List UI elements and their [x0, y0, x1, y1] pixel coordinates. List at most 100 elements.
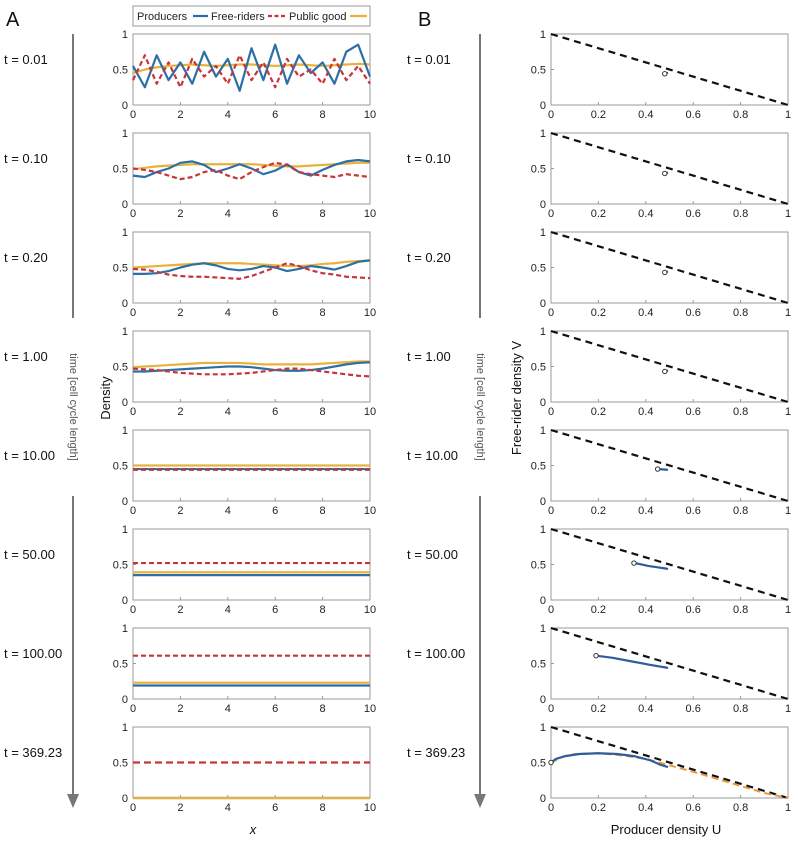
panel-a-snapshot-6-time-label: t = 50.00	[4, 547, 55, 562]
panel-a-snapshot-1-xtick-label: 0	[130, 109, 136, 121]
panel-a-snapshot-5-xtick-label: 6	[272, 505, 278, 517]
time-axis-right: time [cell cycle length]	[471, 34, 489, 808]
panel-a-snapshot-3-time-label: t = 0.20	[4, 250, 48, 265]
panel-a-snapshot-1-series-producers	[132, 43, 372, 92]
panel-b-xlabel: Producer density U	[611, 822, 722, 837]
panel-b-snapshot-6-trajectory-endpoint	[631, 560, 637, 566]
panel-b-snapshot-8-ytick-label: 0	[540, 793, 546, 805]
panel-b-snapshot-8-xtick-label: 1	[785, 802, 791, 814]
panel-a-snapshot-4-ytick-label: 0	[122, 397, 128, 409]
panel-a-snapshot-1: t = 0.01 0 2 4 6 8 10 0 0.5 1	[4, 29, 376, 121]
panel-b-snapshot-8-xtick-label: 0.8	[733, 802, 748, 814]
panel-b-phase-plane: t = 0.010 0.2 0.4 0.6 0.8 100.51t = 0.100 0.2 0…	[407, 29, 791, 814]
panel-a-snapshot-2-time-label: t = 0.10	[4, 151, 48, 166]
panel-b-snapshot-3-xtick-label: 1	[785, 307, 791, 319]
panel-a-snapshot-6-xtick-label: 4	[225, 604, 231, 616]
panel-b-snapshot-2-xtick-label: 0	[548, 208, 554, 220]
panel-a-snapshot-5-xtick-label: 8	[320, 505, 326, 517]
panel-b-snapshot-5-trajectory-endpoint	[654, 466, 661, 472]
legend-label-free-riders: Free-riders	[211, 11, 265, 23]
panel-b-snapshot-2-xtick-label: 1	[785, 208, 791, 220]
panel-a-snapshot-4-series-producers	[133, 361, 371, 373]
panel-b-snapshot-1-xtick-label: 0.6	[686, 109, 701, 121]
panel-a-snapshot-3-series-public-good	[132, 259, 371, 269]
panel-b-snapshot-8-trajectory-endpoint	[548, 759, 554, 766]
panel-b-snapshot-3-xtick-label: 0.8	[733, 307, 748, 319]
time-axis-label-bg-a	[64, 318, 82, 496]
panel-a-snapshot-6-ytick-label: 0.5	[113, 560, 128, 572]
panel-b-snapshot-2-trajectory-endpoint	[662, 170, 668, 177]
panel-a-snapshot-2-ytick-label: 0	[122, 199, 128, 211]
panel-a-snapshot-6-xtick-label: 10	[364, 604, 376, 616]
panel-b-snapshot-5-xtick-label: 0.6	[686, 505, 701, 517]
panel-b-snapshot-3-boundary-line	[550, 230, 789, 305]
panel-a-snapshot-3-xtick-label: 10	[364, 307, 376, 319]
panel-b-snapshot-3-ytick-label: 1	[540, 227, 546, 239]
panel-b-snapshot-7: t = 100.00 0 0.2 0.4 0.6 0.8 1 0 0.5 1	[407, 623, 791, 715]
panel-a-snapshot-3: t = 0.20 0 2 4 6 8 10 0 0.5 1	[4, 227, 376, 319]
panel-b-snapshot-8: t = 369.23 0 0.2 0.4 0.6 0.8 1 0 0.5 1	[407, 722, 791, 814]
panel-a-snapshot-6-xtick-label: 8	[320, 604, 326, 616]
panel-b-snapshot-2-xtick-label: 0.6	[686, 208, 701, 220]
panel-a-snapshot-6-ytick-label: 0	[122, 595, 128, 607]
panel-a-snapshot-7-axes-frame	[132, 627, 371, 700]
panel-b-snapshot-5: t = 10.00 0 0.2 0.4 0.6 0.8 1 0 0.5 1	[407, 425, 791, 517]
panel-a-snapshot-2-xtick-label: 4	[225, 208, 231, 220]
panel-a-snapshot-3-xtick-label: 0	[130, 307, 136, 319]
panel-a-snapshot-7-time-label: t = 100.00	[4, 646, 62, 661]
panel-a-snapshot-4: t = 1.00 0 2 4 6 8 10 0 0.5 1	[4, 326, 376, 418]
panel-b-snapshot-1-boundary-line	[550, 32, 789, 107]
panel-a-snapshot-1-ytick-label: 0	[122, 100, 128, 112]
panel-a-snapshot-6-ytick-label: 1	[122, 524, 128, 536]
panel-b-snapshot-6-ytick-label: 1	[540, 524, 546, 536]
panel-b-ylabel: Free-rider density V	[509, 341, 524, 455]
panel-b-snapshot-2: t = 0.10 0 0.2 0.4 0.6 0.8 1 0 0.5 1	[407, 128, 791, 220]
panel-b-snapshot-6-xtick-label: 0.6	[686, 604, 701, 616]
panel-a-snapshot-8-xtick-label: 0	[130, 802, 136, 814]
panel-b-snapshot-1-ytick-label: 0.5	[531, 65, 546, 77]
panel-a-snapshot-7-xtick-label: 0	[130, 703, 136, 715]
panel-b-snapshot-8-trajectory	[549, 752, 669, 768]
panel-a-snapshot-8-ytick-label: 1	[122, 722, 128, 734]
panel-b-snapshot-1-xtick-label: 0.4	[638, 109, 653, 121]
panel-label-a: A	[6, 9, 20, 31]
panel-a-snapshot-7: t = 100.00 0 2 4 6 8 10 0 0.5 1	[4, 623, 376, 715]
panel-a-snapshot-3-series-producers	[133, 259, 371, 275]
panel-b-snapshot-3-ytick-label: 0	[540, 298, 546, 310]
panel-b-snapshot-1-trajectory-endpoint	[662, 71, 668, 77]
panel-b-snapshot-7-xtick-label: 1	[785, 703, 791, 715]
panel-a-snapshot-1-axes-frame	[132, 33, 371, 106]
panel-b-snapshot-4-xtick-label: 0.2	[591, 406, 606, 418]
panel-b-snapshot-2-xtick-label: 0.4	[638, 208, 653, 220]
panel-a-snapshot-8-time-label: t = 369.23	[4, 745, 62, 760]
panel-a-snapshot-5-xtick-label: 10	[364, 505, 376, 517]
panel-a-snapshot-8-xtick-label: 8	[320, 802, 326, 814]
panel-b-snapshot-1-xtick-label: 1	[785, 109, 791, 121]
panel-a-snapshot-3-xtick-label: 4	[225, 307, 231, 319]
panel-a-snapshot-7-xtick-label: 10	[364, 703, 376, 715]
panel-b-snapshot-4-xtick-label: 0.6	[686, 406, 701, 418]
panel-b-snapshot-6-xtick-label: 0.2	[591, 604, 606, 616]
panel-b-snapshot-1-xtick-label: 0.2	[591, 109, 606, 121]
panel-b-snapshot-7-xtick-label: 0.8	[733, 703, 748, 715]
panel-a-snapshot-1-time-label: t = 0.01	[4, 52, 48, 67]
panel-b-snapshot-1-ytick-label: 0	[540, 100, 546, 112]
panel-b-snapshot-6-xtick-label: 0	[548, 604, 554, 616]
panel-b-snapshot-4-trajectory-endpoint	[662, 368, 668, 375]
panel-b-snapshot-8-boundary-line	[550, 725, 789, 800]
panel-b-snapshot-4-xtick-label: 0.8	[733, 406, 748, 418]
panel-b-snapshot-4-xtick-label: 0.4	[638, 406, 653, 418]
panel-b-snapshot-5-xtick-label: 0.4	[638, 505, 653, 517]
panel-a-snapshot-1-xtick-label: 10	[364, 109, 376, 121]
panel-b-snapshot-4-xtick-label: 1	[785, 406, 791, 418]
panel-a-snapshot-2-xtick-label: 8	[320, 208, 326, 220]
panel-a-snapshot-4-time-label: t = 1.00	[4, 349, 48, 364]
panel-a-snapshot-2-series-producers	[132, 158, 371, 179]
time-axis-label-b: time [cell cycle length]	[474, 353, 486, 461]
panel-b-snapshot-2-ytick-label: 0	[540, 199, 546, 211]
panel-a-snapshot-7-ytick-label: 0.5	[113, 659, 128, 671]
panel-b-snapshot-3: t = 0.20 0 0.2 0.4 0.6 0.8 1 0 0.5 1	[407, 227, 791, 319]
panel-a-snapshot-7-ytick-label: 0	[122, 694, 128, 706]
panel-b-snapshot-5-ytick-label: 1	[540, 425, 546, 437]
